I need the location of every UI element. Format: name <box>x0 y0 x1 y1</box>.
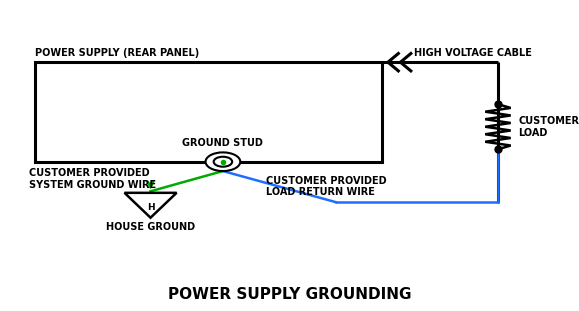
Text: H: H <box>146 203 155 212</box>
Circle shape <box>214 157 232 167</box>
Text: CUSTOMER PROVIDED
SYSTEM GROUND WIRE: CUSTOMER PROVIDED SYSTEM GROUND WIRE <box>29 168 156 190</box>
Text: CUSTOMER
LOAD: CUSTOMER LOAD <box>518 116 579 137</box>
Text: GROUND STUD: GROUND STUD <box>182 138 263 148</box>
Text: POWER SUPPLY GROUNDING: POWER SUPPLY GROUNDING <box>168 287 411 302</box>
Text: HIGH VOLTAGE CABLE: HIGH VOLTAGE CABLE <box>414 48 532 58</box>
Text: HOUSE GROUND: HOUSE GROUND <box>106 222 195 232</box>
Bar <box>35 62 382 162</box>
Text: CUSTOMER PROVIDED
LOAD RETURN WIRE: CUSTOMER PROVIDED LOAD RETURN WIRE <box>266 176 387 197</box>
Circle shape <box>206 152 240 171</box>
Text: POWER SUPPLY (REAR PANEL): POWER SUPPLY (REAR PANEL) <box>35 48 199 58</box>
